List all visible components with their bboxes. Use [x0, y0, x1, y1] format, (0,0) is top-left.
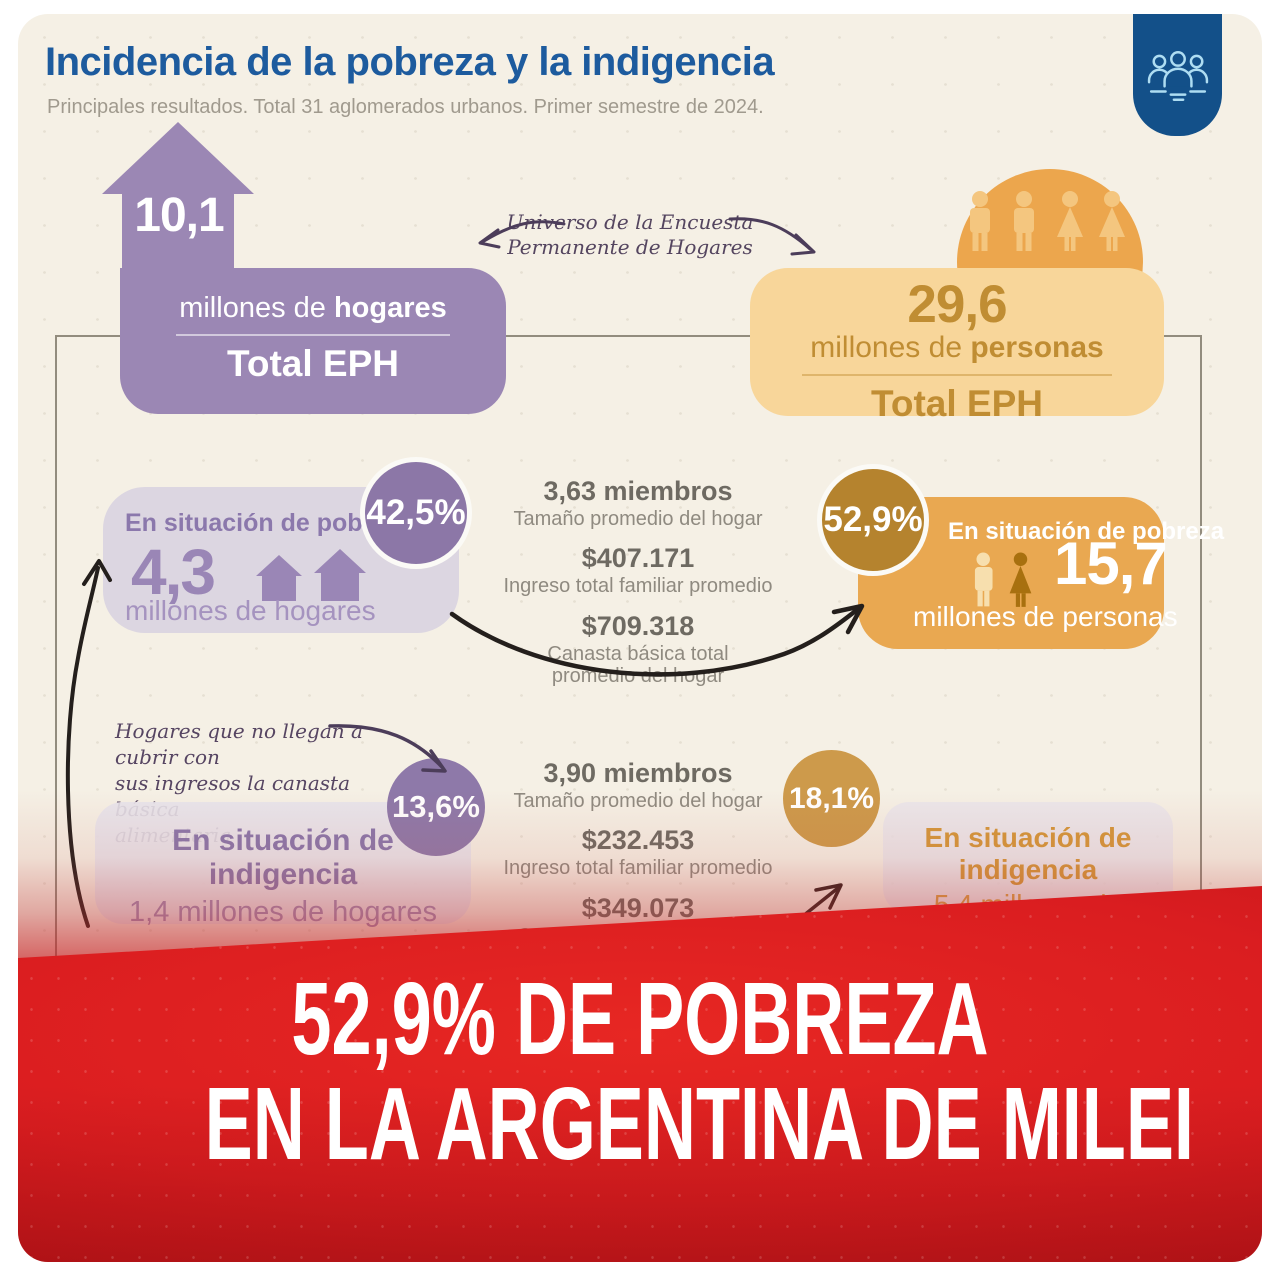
persons-total-value: 29,6	[907, 275, 1007, 334]
stat-members: 3,90 miembros Tamaño promedio del hogar	[513, 758, 763, 812]
infographic-card: Incidencia de la pobreza y la indigencia…	[18, 14, 1262, 1262]
headline-line-2: EN LA ARGENTINA DE MILEI	[204, 1065, 1194, 1181]
stat-income: $232.453 Ingreso total familiar promedio	[503, 825, 773, 880]
poverty-households-pct-badge: 42,5%	[360, 457, 472, 569]
people-row-icon	[970, 191, 1125, 251]
poverty-stats: 3,63 miembros Tamaño promedio del hogar …	[468, 476, 808, 701]
persons-unit: millones de personas	[810, 331, 1104, 364]
indec-logo-badge	[1133, 14, 1222, 136]
persons-total-card: 29,6 millones de personas Total EPH	[750, 268, 1164, 424]
households-total-card: millones de hogares Total EPH	[120, 268, 506, 414]
stat-income: $407.171 Ingreso total familiar promedio	[503, 543, 773, 598]
page-title: Incidencia de la pobreza y la indigencia	[45, 40, 775, 84]
households-unit: millones de hogares	[179, 292, 447, 324]
indigence-persons-label: En situación de indigencia	[924, 822, 1132, 885]
households-total-value: 10,1	[134, 189, 224, 242]
page-subtitle: Principales resultados. Total 31 aglomer…	[47, 96, 764, 118]
divider	[802, 374, 1112, 376]
indigence-households-value: 1,4 millones de hogares	[129, 896, 437, 928]
poverty-households-unit: millones de hogares	[125, 595, 376, 626]
stat-basket: $709.318 Canasta básica total promedio d…	[547, 610, 729, 688]
houses-icon	[256, 549, 366, 601]
people-group-icon	[1147, 50, 1208, 102]
poverty-persons-label: En situación de pobreza	[948, 518, 1225, 545]
man-woman-icon	[974, 552, 1032, 607]
indigence-persons-pct-badge: 18,1%	[783, 750, 880, 847]
headline-line-1: 52,9% DE POBREZA	[291, 961, 989, 1076]
poverty-households-value: 4,3	[131, 536, 216, 608]
headline-banner: 52,9% DE POBREZA EN LA ARGENTINA DE MILE…	[18, 961, 1262, 1181]
house-icon	[102, 122, 254, 274]
divider	[176, 334, 450, 336]
poverty-persons-unit: millones de personas	[913, 601, 1178, 632]
universe-note: Universo de la Encuesta Permanente de Ho…	[506, 210, 754, 259]
persons-total-label: Total EPH	[871, 383, 1043, 424]
poverty-persons-pct-badge: 52,9%	[817, 464, 929, 576]
households-total-label: Total EPH	[227, 343, 399, 384]
stat-members: 3,63 miembros Tamaño promedio del hogar	[513, 476, 763, 530]
poverty-persons-value: 15,7	[1054, 530, 1168, 597]
